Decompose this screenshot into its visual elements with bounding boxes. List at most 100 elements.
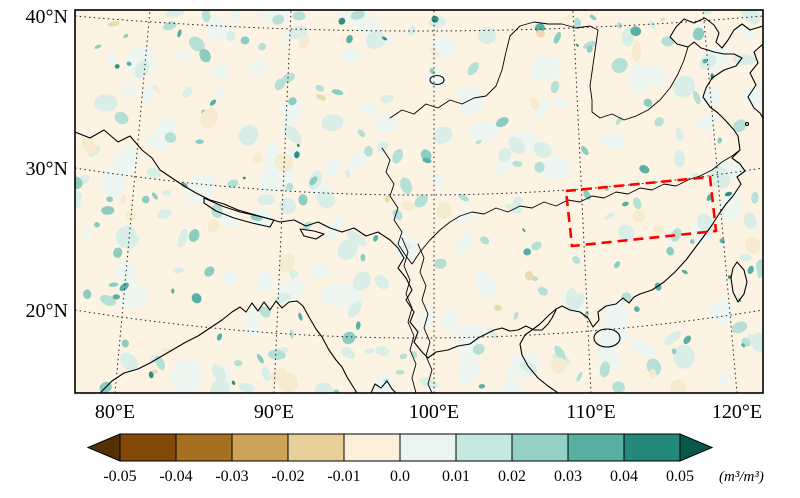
- field-speckle: [739, 253, 752, 262]
- field-speckle: [631, 39, 642, 62]
- border-bhutan: [299, 228, 325, 240]
- field-speckle: [253, 152, 263, 164]
- field-speckle: [298, 34, 310, 50]
- field-speckle: [431, 15, 439, 23]
- field-speckle: [741, 343, 746, 348]
- field-speckle: [589, 14, 597, 21]
- field-speckle: [617, 224, 635, 241]
- field-speckle: [272, 14, 285, 25]
- field-speckle: [348, 300, 362, 318]
- field-speckle: [436, 201, 452, 220]
- field-speckle: [119, 282, 129, 292]
- field-speckle: [384, 31, 392, 46]
- field-speckle: [384, 195, 390, 203]
- coastline-martaban: [370, 380, 397, 393]
- field-speckle: [240, 36, 250, 45]
- field-speckle: [522, 228, 526, 232]
- field-speckle: [586, 45, 593, 53]
- field-speckle: [83, 227, 90, 241]
- field-speckle: [696, 113, 719, 131]
- field-speckle: [355, 321, 361, 330]
- field-speckle: [709, 166, 731, 189]
- field-speckle: [513, 311, 519, 320]
- field-speckle: [612, 381, 625, 393]
- field-speckle: [468, 121, 499, 143]
- field-speckle: [210, 379, 230, 393]
- field-speckle: [401, 200, 415, 211]
- field-speckle: [340, 47, 360, 62]
- field-speckle: [258, 42, 267, 51]
- field-speckle: [627, 63, 650, 94]
- field-speckle: [550, 80, 560, 94]
- field-speckle: [172, 267, 184, 274]
- colorbar-segment: [399, 433, 457, 462]
- field-speckle: [349, 149, 370, 169]
- field-speckle: [457, 361, 481, 384]
- field-speckle: [365, 30, 386, 50]
- field-speckle: [531, 241, 542, 251]
- field-speckle: [188, 228, 200, 243]
- field-speckle: [741, 10, 760, 25]
- field-speckle: [630, 338, 657, 358]
- field-speckle: [442, 308, 459, 332]
- field-speckle: [206, 18, 229, 40]
- field-speckle: [177, 228, 188, 248]
- field-speckle: [165, 10, 185, 18]
- field-speckle: [207, 219, 220, 233]
- field-speckle: [314, 382, 334, 393]
- field-speckle: [199, 108, 218, 129]
- field-speckle: [142, 195, 150, 204]
- field-speckle: [126, 61, 132, 66]
- field-speckle: [533, 141, 552, 159]
- xtick-110e: 110°E: [566, 401, 615, 423]
- field-speckle: [374, 274, 389, 290]
- field-speckle: [288, 97, 297, 106]
- colorbar-segment: [455, 433, 513, 462]
- field-speckle: [534, 161, 545, 173]
- field-speckle: [709, 299, 735, 324]
- field-speckle: [171, 288, 175, 294]
- field-speckle: [660, 17, 665, 22]
- field-speckle: [188, 36, 205, 52]
- field-speckle: [316, 93, 327, 101]
- field-speckle: [212, 63, 228, 78]
- field-speckle: [733, 119, 747, 133]
- field-speckle: [298, 312, 303, 321]
- field-speckle: [534, 23, 545, 33]
- field-speckle: [512, 196, 523, 206]
- field-speckle: [264, 142, 279, 175]
- field-speckle: [745, 236, 761, 255]
- field-speckle: [292, 11, 306, 21]
- coastline-bay-of-bengal: [99, 300, 358, 393]
- field-speckle: [433, 126, 453, 144]
- field-speckle: [717, 372, 732, 386]
- colorbar-left-arrow: [86, 433, 121, 462]
- field-speckle: [267, 349, 286, 360]
- field-speckle: [298, 194, 308, 206]
- field-speckle: [494, 304, 502, 312]
- field-speckle: [673, 150, 686, 168]
- coastlines-borders: [75, 17, 763, 393]
- field-speckle: [750, 332, 763, 353]
- field-speckle: [675, 128, 684, 142]
- colorbar-segment: [119, 433, 177, 462]
- field-speckle: [572, 256, 581, 264]
- field-speckle: [134, 60, 150, 79]
- field-speckle: [567, 292, 585, 312]
- field-speckle: [216, 333, 223, 341]
- colorbar-tick-label: 0.02: [498, 468, 526, 485]
- field-speckle: [699, 54, 717, 70]
- field-speckle: [530, 56, 561, 82]
- field-speckle: [400, 177, 412, 195]
- field-speckle: [121, 339, 129, 348]
- soil-moisture-field: [75, 10, 763, 393]
- field-speckle: [480, 236, 490, 245]
- field-speckle: [717, 137, 723, 144]
- field-speckle: [524, 271, 534, 281]
- field-speckle: [75, 191, 82, 202]
- xtick-100e: 100°E: [409, 401, 459, 423]
- field-speckle: [94, 222, 100, 228]
- border-himalaya-southwest-china: [75, 129, 557, 359]
